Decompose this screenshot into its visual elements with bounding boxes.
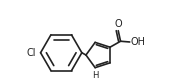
Text: OH: OH <box>130 37 145 47</box>
Text: H: H <box>92 71 98 80</box>
Text: O: O <box>114 19 122 29</box>
Text: Cl: Cl <box>26 48 36 58</box>
